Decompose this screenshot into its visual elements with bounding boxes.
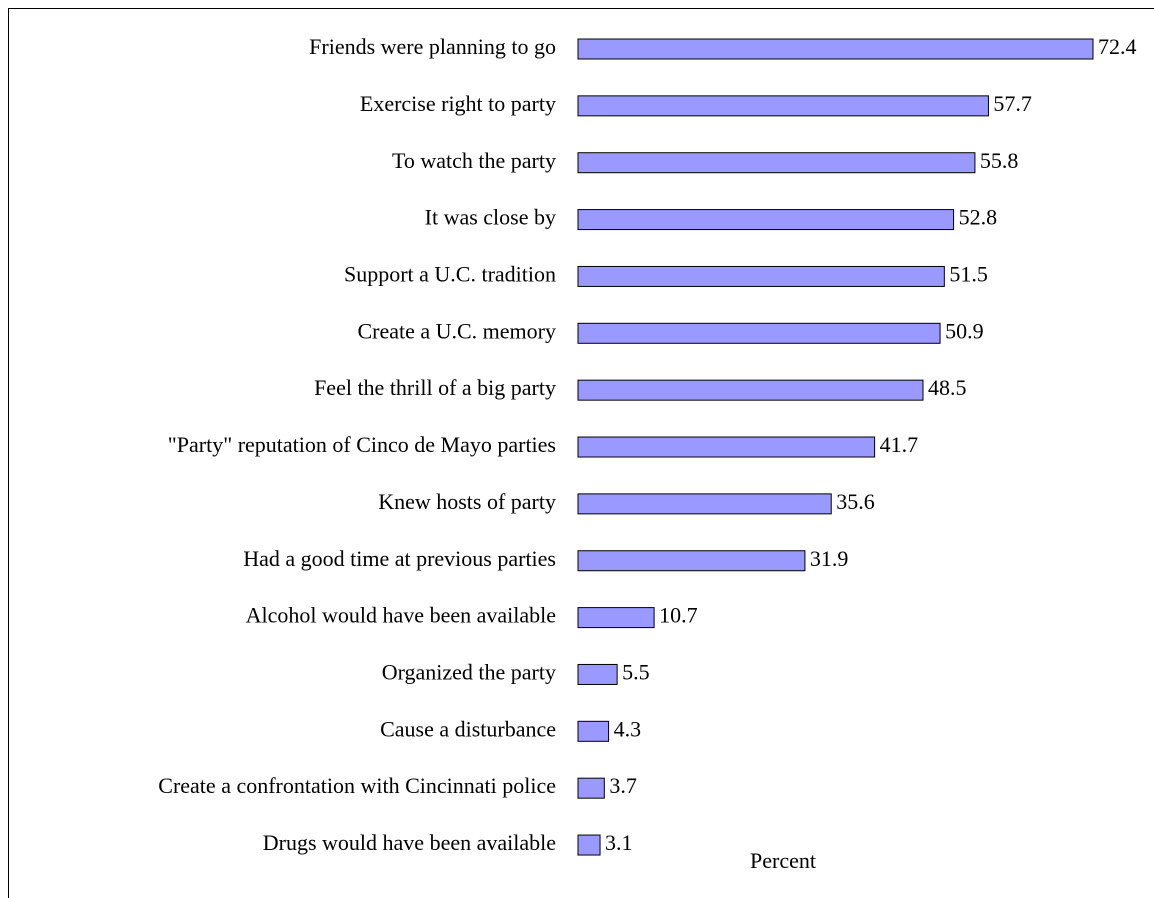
y-tick-label: Feel the thrill of a big party — [314, 375, 556, 400]
bar — [577, 265, 945, 287]
bar — [577, 607, 655, 629]
bar — [577, 322, 941, 344]
bar — [577, 436, 876, 458]
y-tick-label: Organized the party — [382, 660, 556, 685]
y-tick-label: Create a confrontation with Cincinnati p… — [158, 773, 556, 798]
frame — [8, 8, 1154, 898]
y-tick-label: To watch the party — [392, 148, 556, 173]
bar — [577, 152, 976, 174]
value-label: 3.1 — [605, 830, 633, 855]
y-tick-label: Support a U.C. tradition — [344, 261, 556, 286]
y-tick-label: Friends were planning to go — [309, 34, 556, 59]
y-tick-label: Cause a disturbance — [380, 716, 556, 741]
y-tick-label: Drugs would have been available — [263, 830, 556, 855]
bar — [577, 379, 924, 401]
bar — [577, 209, 955, 231]
value-label: 4.3 — [614, 716, 642, 741]
value-label: 51.5 — [949, 261, 988, 286]
value-label: 10.7 — [659, 603, 698, 628]
value-label: 57.7 — [993, 91, 1032, 116]
bar — [577, 493, 832, 515]
bar — [577, 663, 618, 685]
y-tick-label: Exercise right to party — [360, 91, 556, 116]
value-label: 5.5 — [622, 660, 650, 685]
bar — [577, 95, 989, 117]
value-label: 72.4 — [1098, 34, 1137, 59]
value-label: 3.7 — [609, 773, 637, 798]
value-label: 35.6 — [836, 489, 875, 514]
y-tick-label: It was close by — [425, 205, 556, 230]
y-tick-label: Had a good time at previous parties — [243, 546, 556, 571]
y-tick-label: Create a U.C. memory — [357, 318, 556, 343]
value-label: 48.5 — [928, 375, 967, 400]
bar — [577, 720, 610, 742]
value-label: 41.7 — [880, 432, 919, 457]
value-label: 52.8 — [959, 205, 998, 230]
y-tick-label: Alcohol would have been available — [246, 603, 556, 628]
value-label: 55.8 — [980, 148, 1019, 173]
bar — [577, 834, 601, 856]
value-label: 50.9 — [945, 318, 984, 343]
x-axis-label: Percent — [750, 848, 816, 873]
bar — [577, 38, 1094, 60]
bar — [577, 777, 605, 799]
y-tick-label: Knew hosts of party — [378, 489, 556, 514]
value-label: 31.9 — [810, 546, 849, 571]
bar — [577, 550, 806, 572]
y-tick-label: "Party" reputation of Cinco de Mayo part… — [168, 432, 556, 457]
